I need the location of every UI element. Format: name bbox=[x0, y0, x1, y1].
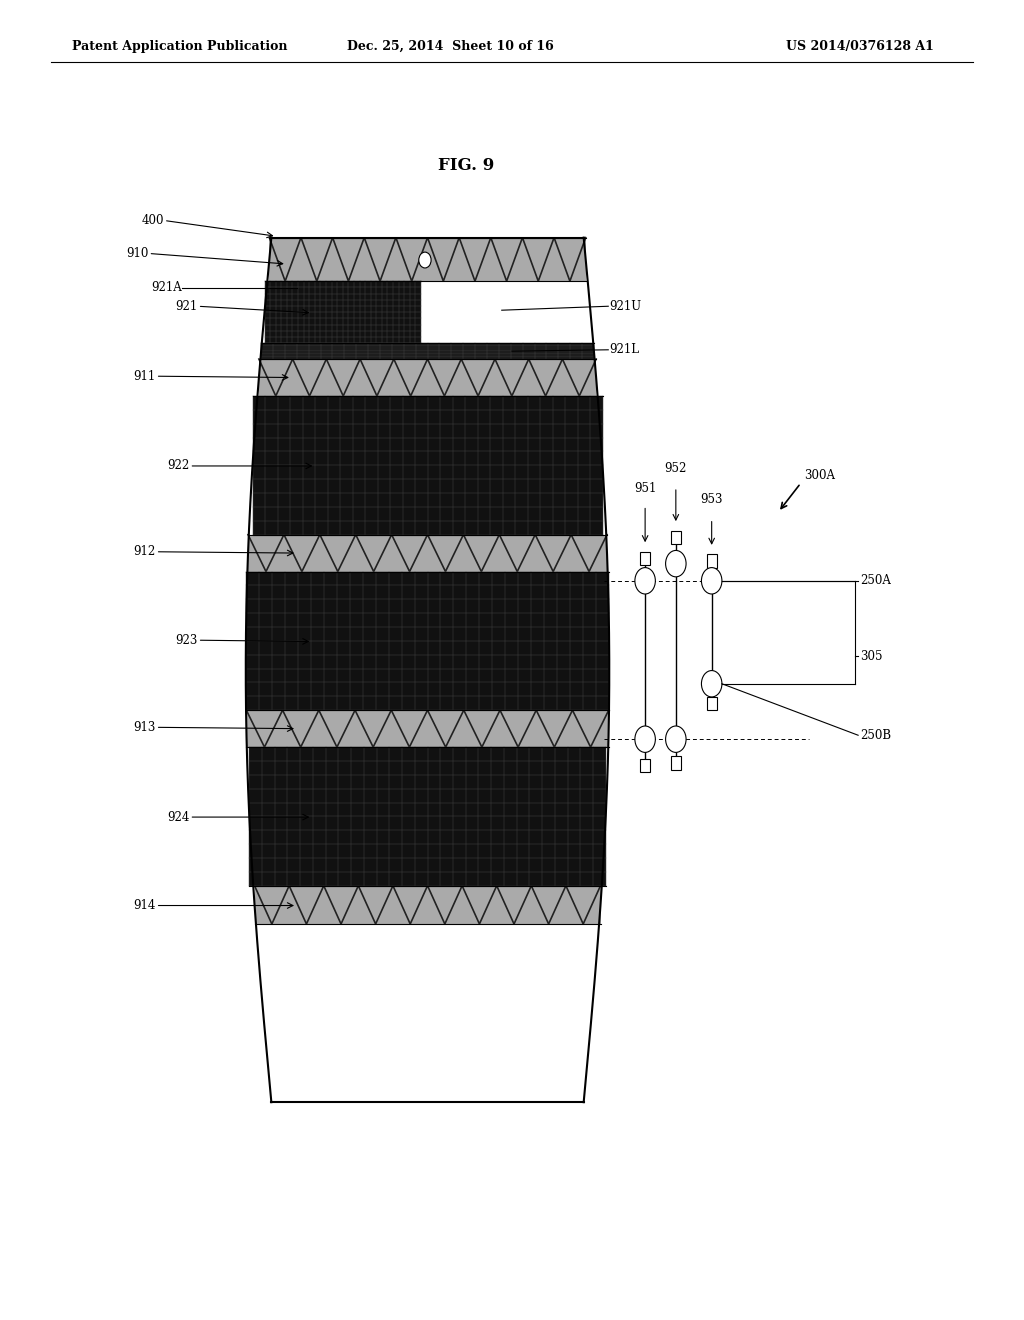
Text: 250A: 250A bbox=[860, 574, 891, 587]
Polygon shape bbox=[671, 531, 681, 544]
Polygon shape bbox=[259, 359, 596, 396]
Text: 921L: 921L bbox=[609, 343, 639, 356]
Text: 911: 911 bbox=[133, 370, 156, 383]
Text: 921U: 921U bbox=[609, 300, 641, 313]
Polygon shape bbox=[269, 238, 586, 281]
Polygon shape bbox=[246, 238, 609, 1102]
Circle shape bbox=[701, 671, 722, 697]
Polygon shape bbox=[640, 552, 650, 565]
Text: 953: 953 bbox=[700, 492, 723, 506]
Text: US 2014/0376128 A1: US 2014/0376128 A1 bbox=[786, 40, 934, 53]
Text: Patent Application Publication: Patent Application Publication bbox=[72, 40, 287, 53]
Circle shape bbox=[419, 252, 431, 268]
Text: 921A: 921A bbox=[152, 281, 182, 294]
Circle shape bbox=[666, 726, 686, 752]
Text: 921: 921 bbox=[175, 300, 198, 313]
Text: 910: 910 bbox=[126, 247, 148, 260]
Text: 922: 922 bbox=[167, 459, 189, 473]
Polygon shape bbox=[248, 535, 607, 572]
Polygon shape bbox=[253, 396, 602, 535]
Text: 300A: 300A bbox=[804, 469, 835, 482]
Circle shape bbox=[701, 568, 722, 594]
Circle shape bbox=[635, 726, 655, 752]
Polygon shape bbox=[707, 697, 717, 710]
Text: 952: 952 bbox=[665, 462, 687, 475]
Polygon shape bbox=[671, 756, 681, 770]
Polygon shape bbox=[247, 710, 608, 747]
Polygon shape bbox=[264, 281, 421, 343]
Polygon shape bbox=[246, 572, 609, 710]
Polygon shape bbox=[261, 343, 594, 359]
Text: 400: 400 bbox=[141, 214, 164, 227]
Text: 951: 951 bbox=[634, 482, 656, 495]
Text: 305: 305 bbox=[860, 649, 883, 663]
Text: FIG. 9: FIG. 9 bbox=[438, 157, 494, 173]
Text: Dec. 25, 2014  Sheet 10 of 16: Dec. 25, 2014 Sheet 10 of 16 bbox=[347, 40, 554, 53]
Polygon shape bbox=[249, 747, 606, 886]
Text: 913: 913 bbox=[133, 721, 156, 734]
Text: 924: 924 bbox=[167, 810, 189, 824]
Polygon shape bbox=[255, 886, 600, 924]
Circle shape bbox=[635, 568, 655, 594]
Polygon shape bbox=[640, 759, 650, 772]
Polygon shape bbox=[707, 554, 717, 568]
Text: 923: 923 bbox=[175, 634, 198, 647]
Text: 914: 914 bbox=[133, 899, 156, 912]
Circle shape bbox=[666, 550, 686, 577]
Text: 912: 912 bbox=[133, 545, 156, 558]
Text: 250B: 250B bbox=[860, 729, 891, 742]
